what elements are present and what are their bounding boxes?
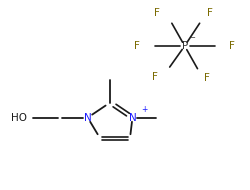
Text: +: +	[141, 105, 148, 114]
Text: −: −	[189, 35, 195, 41]
Text: P: P	[182, 41, 188, 51]
Text: F: F	[154, 8, 160, 18]
Text: N: N	[84, 113, 92, 123]
Text: F: F	[134, 41, 140, 51]
Text: HO: HO	[11, 113, 27, 123]
Text: F: F	[152, 72, 158, 82]
Text: F: F	[229, 41, 235, 51]
Text: F: F	[204, 73, 210, 83]
Text: F: F	[206, 8, 212, 18]
Text: N: N	[128, 113, 136, 123]
